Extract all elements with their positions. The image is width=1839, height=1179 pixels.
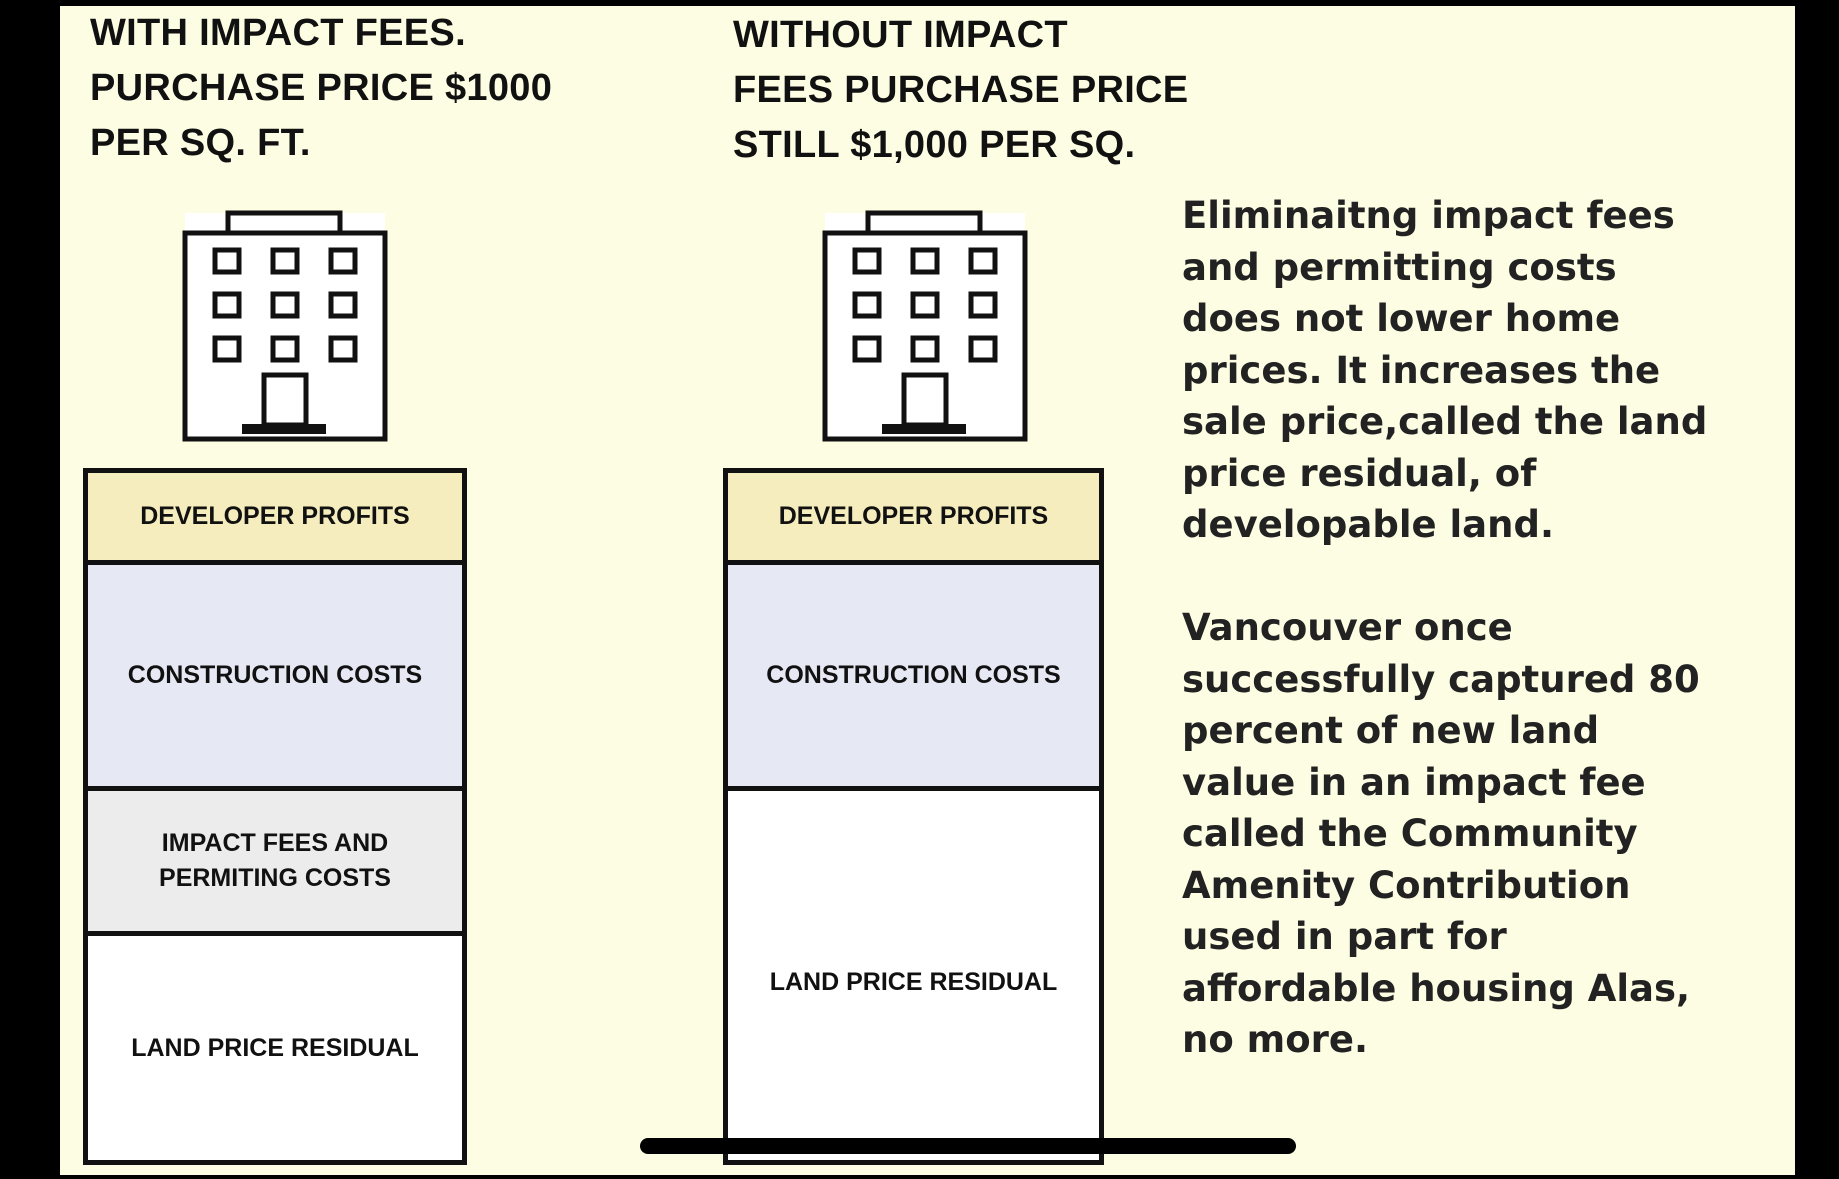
right-heading: WITHOUT IMPACT FEES PURCHASE PRICE STILL… xyxy=(733,14,1189,166)
left-cost-stack: DEVELOPER PROFITS CONSTRUCTION COSTS IMP… xyxy=(83,468,467,1165)
commentary-paragraph-2: Vancouver once successfully captured 80 … xyxy=(1182,606,1700,1061)
left-heading: WITH IMPACT FEES. PURCHASE PRICE $1000 P… xyxy=(90,12,553,164)
right-developer-profits: DEVELOPER PROFITS xyxy=(728,473,1099,565)
right-construction-costs: CONSTRUCTION COSTS xyxy=(728,565,1099,791)
right-building-icon xyxy=(822,210,1028,442)
left-building-icon xyxy=(182,210,388,442)
left-land-price-residual: LAND PRICE RESIDUAL xyxy=(88,936,462,1160)
left-developer-profits: DEVELOPER PROFITS xyxy=(88,473,462,565)
right-land-price-residual: LAND PRICE RESIDUAL xyxy=(728,791,1099,1160)
left-construction-costs: CONSTRUCTION COSTS xyxy=(88,565,462,791)
commentary-paragraph-1: Eliminaitng impact fees and permitting c… xyxy=(1182,194,1708,546)
right-cost-stack: DEVELOPER PROFITS CONSTRUCTION COSTS LAN… xyxy=(723,468,1104,1165)
home-indicator[interactable] xyxy=(640,1138,1296,1154)
left-impact-fees: IMPACT FEES AND PERMITING COSTS xyxy=(88,791,462,936)
